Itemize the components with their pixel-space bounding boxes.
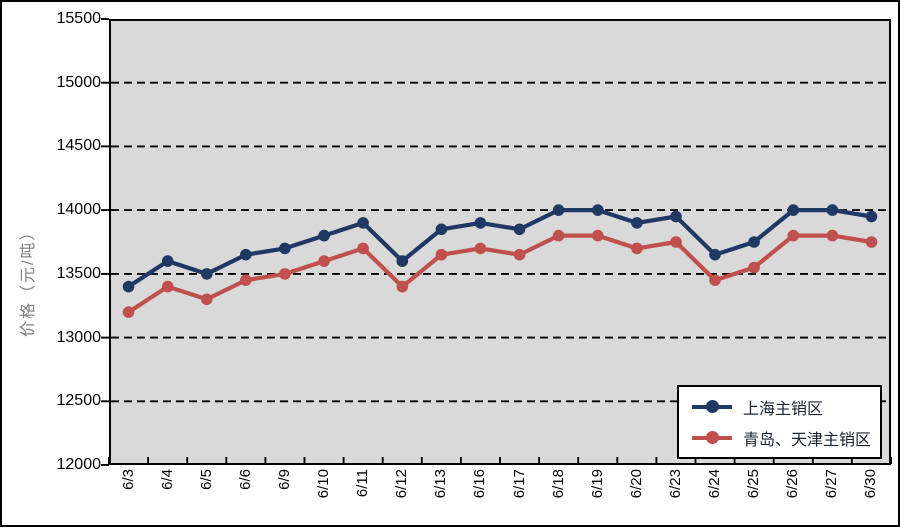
x-axis-tick-label: 6/30: [862, 469, 879, 499]
legend-line-marker-blue: [692, 400, 732, 413]
x-axis-tick-label: 6/23: [667, 469, 684, 499]
legend-line-marker-red: [692, 431, 732, 444]
x-axis-tick-label: 6/27: [823, 469, 840, 499]
y-axis-tick-label: 13500: [56, 265, 102, 282]
x-axis-tick-label: 6/19: [589, 469, 606, 499]
x-axis-tick-label: 6/9: [276, 469, 293, 490]
x-axis-tick-label: 6/18: [550, 469, 567, 499]
x-axis-tick-label: 6/11: [354, 469, 371, 498]
x-axis-tick-label: 6/26: [784, 469, 801, 499]
y-axis-tick-label: 13000: [56, 329, 102, 346]
x-axis-tick-label: 6/3: [120, 469, 137, 490]
x-axis-tick-label: 6/17: [511, 469, 528, 499]
legend-item-shanghai: 上海主销区: [692, 394, 880, 420]
legend-label-shanghai: 上海主销区: [743, 400, 824, 418]
x-axis-tick-label: 6/20: [628, 469, 645, 499]
legend: 上海主销区 青岛、天津主销区: [677, 385, 882, 459]
x-axis-tick-label: 6/12: [393, 469, 410, 499]
x-axis-tick-label: 6/6: [237, 469, 254, 490]
legend-dot-marker-blue: [706, 400, 719, 413]
legend-item-qingdao-tianjin: 青岛、天津主销区: [692, 425, 880, 451]
x-axis-tick-label: 6/16: [471, 469, 488, 499]
x-axis-tick-label: 6/4: [159, 469, 176, 490]
x-axis-tick-label: 6/10: [315, 469, 332, 499]
y-axis-tick-label: 12500: [56, 392, 102, 409]
x-axis-tick-label: 6/25: [745, 469, 762, 499]
y-axis-tick-label: 15000: [56, 74, 102, 91]
legend-dot-marker-red: [706, 431, 719, 444]
x-axis-tick-label: 6/24: [706, 469, 723, 499]
y-axis-tick-label: 14500: [56, 137, 102, 154]
x-axis-tick-label: 6/13: [432, 469, 449, 499]
x-axis-tick-label: 6/5: [198, 469, 215, 490]
y-axis-tick-label: 14000: [56, 201, 102, 218]
legend-label-qingdao-tianjin: 青岛、天津主销区: [743, 431, 872, 449]
y-axis-tick-label: 15500: [56, 10, 102, 27]
y-axis-tick-label: 12000: [56, 456, 102, 473]
